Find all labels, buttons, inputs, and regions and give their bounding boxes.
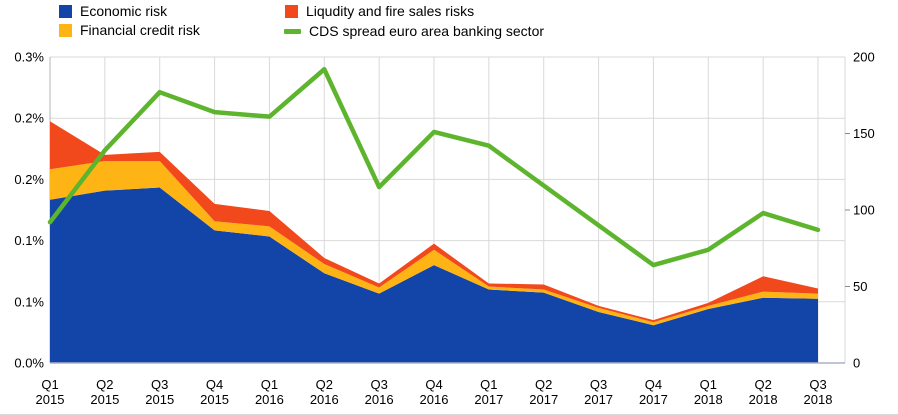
legend-label-cds-spread: CDS spread euro area banking sector — [309, 23, 545, 39]
x-axis-year-label: 2018 — [694, 392, 723, 407]
x-axis-quarter-label: Q2 — [535, 377, 552, 392]
x-axis-quarter-label: Q4 — [645, 377, 662, 392]
x-axis-year-label: 2015 — [145, 392, 174, 407]
right-axis-tick-label: 200 — [853, 50, 875, 65]
cds-spread-line-marker-icon — [284, 28, 301, 34]
x-axis-quarter-label: Q1 — [480, 377, 497, 392]
x-axis-quarter-label: Q2 — [96, 377, 113, 392]
legend-item-cds-spread: CDS spread euro area banking sector — [284, 24, 544, 38]
x-axis-year-label: 2015 — [90, 392, 119, 407]
left-axis-tick-label: 0.1% — [14, 233, 44, 248]
right-axis-tick-label: 0 — [853, 356, 860, 371]
left-axis-tick-label: 0.3% — [14, 50, 44, 65]
x-axis-quarter-label: Q1 — [700, 377, 717, 392]
left-axis-tick-label: 0.0% — [14, 356, 44, 371]
economic-risk-swatch-icon — [59, 4, 72, 18]
x-axis-year-label: 2017 — [474, 392, 503, 407]
x-axis-quarter-label: Q3 — [151, 377, 168, 392]
legend-item-economic-risk: Economic risk — [59, 4, 167, 18]
area-series-0 — [50, 187, 818, 363]
x-axis-year-label: 2017 — [639, 392, 668, 407]
x-axis-quarter-label: Q4 — [206, 377, 223, 392]
x-axis-quarter-label: Q2 — [754, 377, 771, 392]
legend-item-liquidity-risk: Liqudity and fire sales risks — [285, 4, 474, 18]
x-axis-quarter-label: Q3 — [809, 377, 826, 392]
x-axis-quarter-label: Q2 — [316, 377, 333, 392]
x-axis-quarter-label: Q4 — [425, 377, 442, 392]
left-axis-tick-label: 0.2% — [14, 111, 44, 126]
left-axis-tick-label: 0.2% — [14, 172, 44, 187]
x-axis-year-label: 2017 — [584, 392, 613, 407]
left-axis-tick-label: 0.1% — [14, 294, 44, 309]
x-axis-quarter-label: Q3 — [370, 377, 387, 392]
x-axis-year-label: 2015 — [200, 392, 229, 407]
x-axis-year-label: 2017 — [529, 392, 558, 407]
financial-credit-risk-swatch-icon — [59, 23, 72, 37]
legend-item-financial-credit-risk: Financial credit risk — [59, 23, 200, 37]
legend-label-economic-risk: Economic risk — [80, 3, 168, 19]
x-axis-year-label: 2018 — [804, 392, 833, 407]
legend-label-financial-credit-risk: Financial credit risk — [80, 22, 200, 38]
x-axis-year-label: 2016 — [255, 392, 284, 407]
x-axis-year-label: 2015 — [36, 392, 65, 407]
right-axis-tick-label: 150 — [853, 126, 875, 141]
x-axis-year-label: 2016 — [365, 392, 394, 407]
x-axis-year-label: 2016 — [420, 392, 449, 407]
liquidity-risk-swatch-icon — [285, 4, 298, 18]
right-axis-tick-label: 50 — [853, 279, 867, 294]
area-series-1 — [50, 161, 818, 326]
cds-spread-line — [47, 66, 821, 268]
x-axis-year-label: 2018 — [749, 392, 778, 407]
x-axis-quarter-label: Q1 — [41, 377, 58, 392]
legend-label-liquidity-risk: Liqudity and fire sales risks — [306, 3, 475, 19]
x-axis-quarter-label: Q3 — [590, 377, 607, 392]
x-axis-year-label: 2016 — [310, 392, 339, 407]
right-axis-tick-label: 100 — [853, 203, 875, 218]
x-axis-quarter-label: Q1 — [261, 377, 278, 392]
